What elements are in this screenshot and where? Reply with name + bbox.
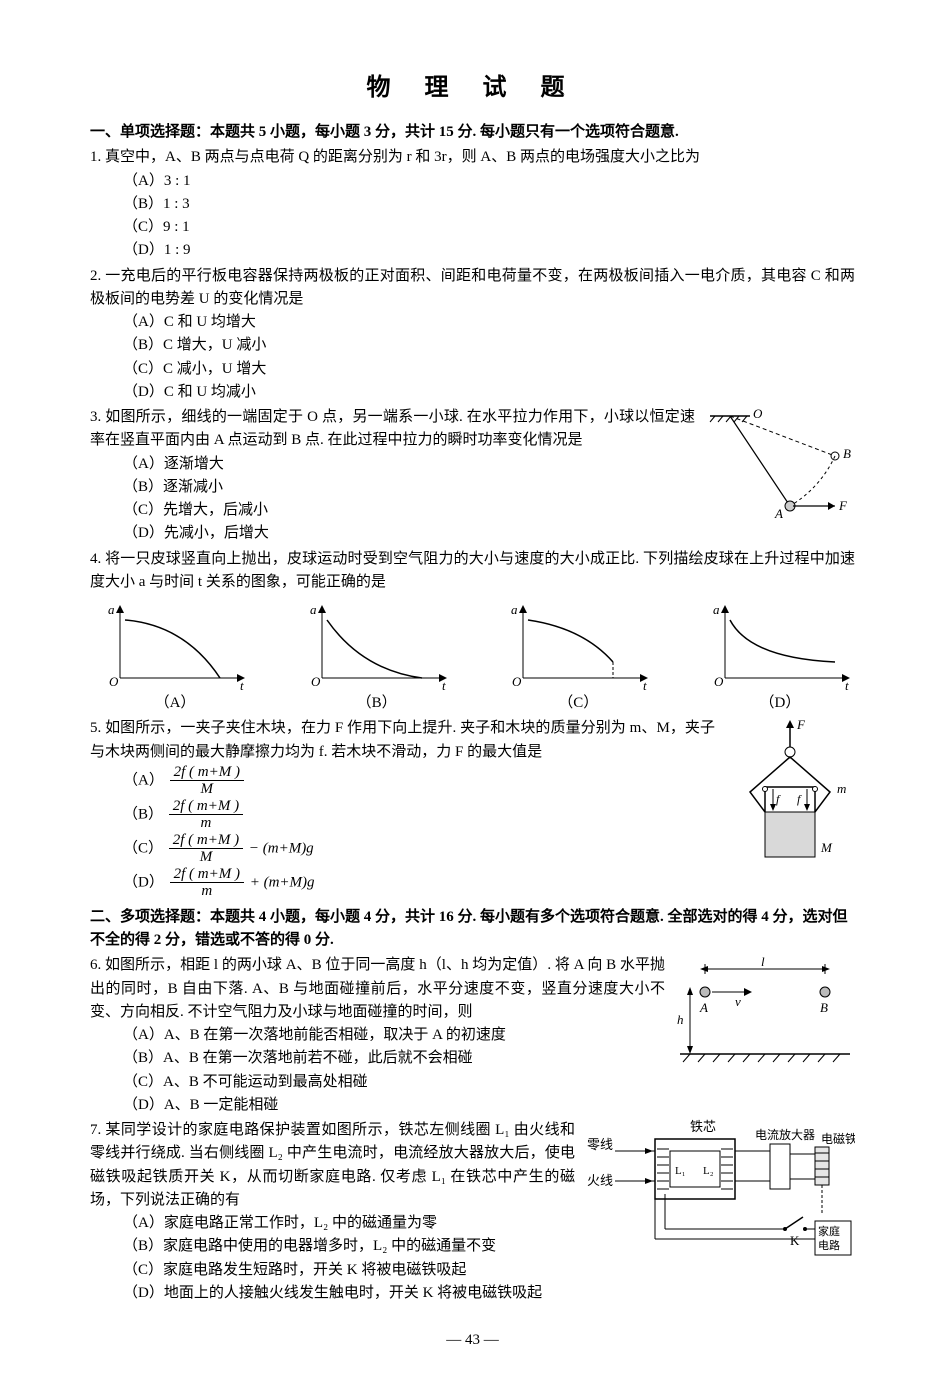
q5-label-f2: f: [797, 792, 802, 806]
q7-opt-d: （D）地面上的人接触火线发生触电时，开关 K 将被电磁铁吸起: [123, 1282, 835, 1305]
q5-opt-c: （C） 2f ( m+M )M − (m+M)g: [123, 832, 407, 866]
q6-label-B: B: [820, 1000, 828, 1015]
q7-label-emag: 电磁铁: [821, 1131, 855, 1146]
q4-chart-d: a O t: [705, 600, 855, 690]
axis-x-label: t: [845, 678, 849, 690]
q5-opt-d: （D） 2f ( m+M )m + (m+M)g: [123, 866, 407, 900]
q7-label-home2: 电路: [818, 1239, 840, 1252]
q6-opt-d: （D）A、B 一定能相碰: [123, 1094, 835, 1117]
q4-chart-a: a O t: [100, 600, 250, 690]
q5-opt-a: （A） 2f ( m+M )M: [123, 764, 407, 798]
q4-opt-c: （C）: [503, 692, 653, 715]
q2-stem: 2. 一充电后的平行板电容器保持两极板的正对面积、间距和电荷量不变，在两极板间插…: [90, 265, 855, 312]
q1-opt-c: （C）9 : 1: [123, 216, 474, 239]
axis-y-label: a: [511, 602, 518, 617]
axis-y-label: a: [108, 602, 115, 617]
axis-origin: O: [714, 674, 724, 689]
q2-opt-a: （A）C 和 U 均增大: [123, 311, 474, 334]
section-b-heading: 二、多项选择题：本题共 4 小题，每小题 4 分，共计 16 分. 每小题有多个…: [90, 906, 855, 953]
q5-label-m: m: [837, 781, 846, 796]
q4-opt-b: （B）: [302, 692, 452, 715]
q6-figure: l A B v h: [675, 954, 855, 1064]
axis-origin: O: [311, 674, 321, 689]
question-5: F f f m M 5. 如图所示，一夹子夹住木块，在力 F 作用下向上提升. …: [90, 717, 855, 900]
question-6: l A B v h 6. 如: [90, 954, 855, 1117]
q4-chart-c: a O t: [503, 600, 653, 690]
question-7: 铁芯 L₁ L₂ 零线 火线 电流放大: [90, 1119, 855, 1305]
q1-opt-b: （B）1 : 3: [123, 193, 474, 216]
q7-label-live: 火线: [587, 1173, 613, 1188]
q3-figure: O B A F: [705, 406, 855, 521]
q7-label-home1: 家庭: [818, 1224, 840, 1238]
q6-label-l: l: [761, 954, 765, 969]
axis-x-label: t: [442, 678, 446, 690]
q2-opt-b: （B）C 增大，U 减小: [123, 334, 474, 357]
q4-chart-b: a O t: [302, 600, 452, 690]
axis-origin: O: [109, 674, 119, 689]
axis-origin: O: [512, 674, 522, 689]
q5-label-f1: f: [776, 792, 781, 806]
question-4: 4. 将一只皮球竖直向上抛出，皮球运动时受到空气阻力的大小与速度的大小成正比. …: [90, 548, 855, 716]
page-number: — 43 —: [90, 1329, 855, 1352]
axis-y-label: a: [713, 602, 720, 617]
axis-x-label: t: [240, 678, 244, 690]
q3-label-O: O: [753, 406, 763, 421]
q7-label-L2: L₂: [703, 1165, 714, 1177]
q7-label-K: K: [790, 1233, 800, 1248]
q7-figure: 铁芯 L₁ L₂ 零线 火线 电流放大: [585, 1119, 855, 1279]
q7-label-amp: 电流放大器: [755, 1127, 815, 1142]
question-2: 2. 一充电后的平行板电容器保持两极板的正对面积、间距和电荷量不变，在两极板间插…: [90, 265, 855, 405]
q7-label-L1: L₁: [675, 1165, 686, 1177]
q5-figure: F f f m M: [725, 717, 855, 867]
q1-opt-a: （A）3 : 1: [123, 170, 474, 193]
q3-label-A: A: [774, 506, 783, 521]
q7-label-zero: 零线: [587, 1137, 613, 1152]
q6-label-v: v: [735, 994, 741, 1009]
q5-label-F: F: [796, 717, 806, 732]
q7-label-core: 铁芯: [690, 1119, 716, 1134]
q5-opt-b: （B） 2f ( m+M )m: [123, 798, 407, 832]
axis-y-label: a: [310, 602, 317, 617]
q6-label-A: A: [699, 1000, 708, 1015]
q2-opt-d: （D）C 和 U 均减小: [123, 381, 474, 404]
question-3: O B A F 3. 如图所示，细线的一端固定于 O 点，另一端系一小球. 在水…: [90, 406, 855, 546]
q4-opt-d: （D）: [705, 692, 855, 715]
section-a-heading: 一、单项选择题：本题共 5 小题，每小题 3 分，共计 15 分. 每小题只有一…: [90, 121, 855, 144]
q1-stem: 1. 真空中，A、B 两点与点电荷 Q 的距离分别为 r 和 3r，则 A、B …: [90, 146, 855, 169]
q3-opt-d: （D）先减小，后增大: [123, 522, 835, 545]
q1-opt-d: （D）1 : 9: [123, 239, 474, 262]
q3-label-B: B: [843, 446, 851, 461]
q4-stem: 4. 将一只皮球竖直向上抛出，皮球运动时受到空气阻力的大小与速度的大小成正比. …: [90, 548, 855, 595]
q4-chart-row: a O t （A） a O t （B）: [100, 600, 855, 715]
q4-opt-a: （A）: [100, 692, 250, 715]
q2-opt-c: （C）C 减小，U 增大: [123, 358, 474, 381]
q3-label-F: F: [838, 498, 848, 513]
q6-label-h: h: [677, 1012, 684, 1027]
axis-x-label: t: [643, 678, 647, 690]
question-1: 1. 真空中，A、B 两点与点电荷 Q 的距离分别为 r 和 3r，则 A、B …: [90, 146, 855, 262]
q6-opt-c: （C）A、B 不可能运动到最高处相碰: [123, 1071, 835, 1094]
q5-label-M: M: [820, 840, 833, 855]
page-title: 物 理 试 题: [90, 70, 855, 107]
